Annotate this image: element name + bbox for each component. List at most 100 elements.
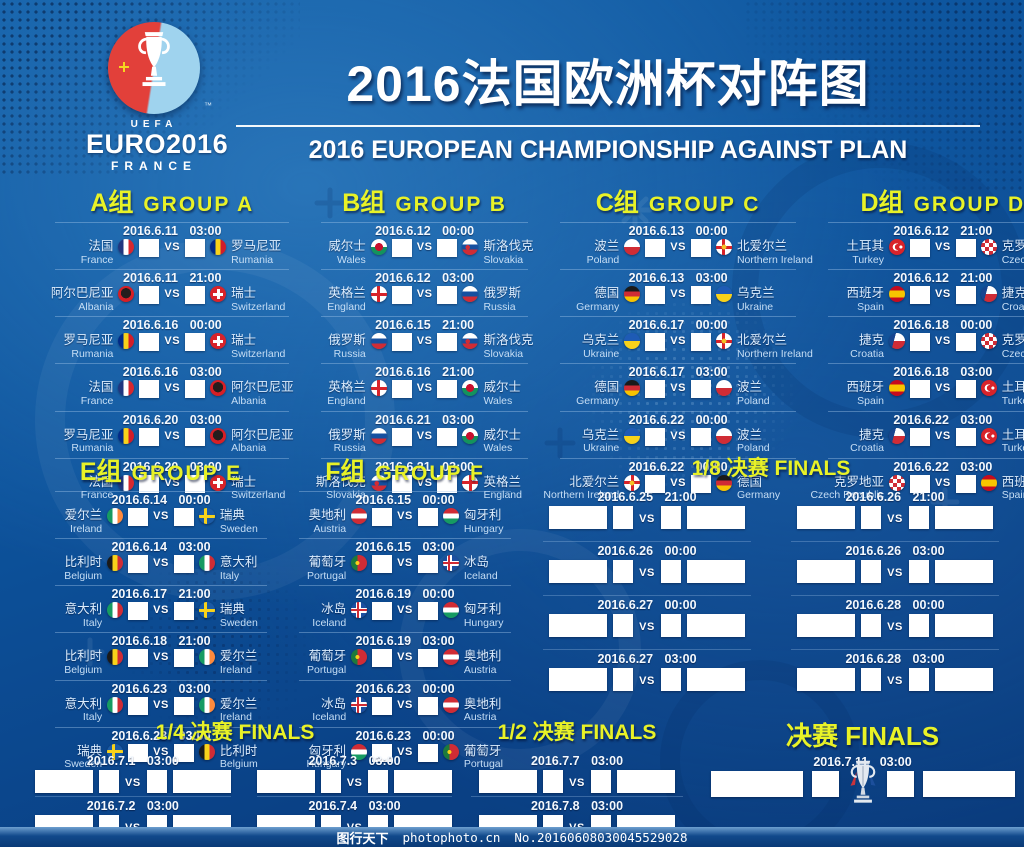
match-teams-row: 俄罗斯 Russia VS 威尔士 Wales	[321, 427, 527, 458]
match-teams-row: 匈牙利 Hungary VS 葡萄牙 Portugal	[299, 743, 511, 774]
home-score-box	[128, 743, 149, 762]
away-team: 阿尔巴尼亚 Albania	[231, 380, 294, 408]
away-score-box	[437, 380, 458, 399]
away-team-name-cn: 威尔士	[483, 427, 521, 442]
vs-label: VS	[670, 288, 686, 301]
group-header: F组 GROUP F	[299, 452, 511, 488]
flag-northern-ireland-icon	[624, 474, 641, 491]
away-team: 德国 Germany	[737, 475, 797, 502]
vs-label: VS	[935, 288, 951, 301]
match-date: 2016.6.12 03:00	[375, 271, 475, 286]
vs-label: VS	[164, 476, 181, 489]
home-team: 俄罗斯 Russia	[321, 428, 366, 455]
home-team-name-cn: 德国	[594, 380, 620, 395]
home-score-box	[128, 508, 149, 526]
home-score-box	[391, 239, 412, 257]
group-header: C组 GROUP C	[560, 183, 797, 219]
match-teams-row: 罗马尼亚 Rumania VS 阿尔巴尼亚 Albania	[55, 427, 294, 458]
group-match: 2016.6.23 03:00 意大利 Italy VS 爱尔兰 Ireland	[55, 679, 267, 727]
groups-row-top: A组 GROUP A 2016.6.11 03:00 法国 France VS 罗马尼亚 Ru…	[51, 183, 1024, 505]
logo-euro2016-text: EURO2016	[86, 129, 228, 159]
away-team-name-en: Wales	[483, 442, 513, 455]
flag-italy-icon	[107, 602, 124, 619]
home-team-name-cn: 法国	[88, 474, 114, 489]
knockout-match: 2016.6.27 03:00 VS	[543, 649, 751, 691]
home-team-name-cn: 德国	[594, 286, 620, 301]
away-team-name-en: Albania	[231, 395, 267, 408]
home-score-box	[372, 743, 393, 762]
match-date: 2016.7.1 03:00	[86, 754, 179, 768]
group-match: 2016.6.23 03:00 瑞典 Sweden VS 比利时 Belgium	[55, 726, 267, 774]
home-team-name-cn: 冰岛	[321, 696, 347, 711]
away-team-name-cn: 瑞典	[219, 508, 245, 522]
knockout-boxes-row: VS	[791, 614, 999, 637]
flag-hungary-icon	[442, 508, 459, 524]
flag-france-icon	[118, 239, 135, 255]
knockout-match: 2016.6.25 21:00 VS	[543, 488, 751, 529]
home-score-box	[128, 696, 149, 715]
home-team-name-cn: 捷克	[859, 333, 885, 348]
flag-germany-icon	[624, 380, 641, 397]
flag-italy-icon	[198, 555, 215, 572]
home-team-name-en: Belgium	[64, 569, 103, 582]
flag-turkey-icon	[980, 380, 997, 397]
home-score-box	[861, 506, 882, 529]
away-team-name-cn: 英格兰	[483, 474, 521, 489]
vs-label: VS	[935, 476, 951, 489]
match-teams-row: 罗马尼亚 Rumania VS 瑞士 Switzerland	[55, 332, 289, 363]
away-team-name-en: Wales	[483, 395, 513, 408]
knockout-boxes-row: VS	[791, 668, 999, 691]
away-team-name-en: Italy	[219, 569, 240, 582]
group-match: 2016.6.17 21:00 意大利 Italy VS 瑞典 Sweden	[55, 585, 267, 632]
home-score-box	[543, 770, 564, 793]
group-match: 2016.6.13 03:00 德国 Germany VS 乌克兰 Ukraine	[559, 269, 797, 316]
match-date: 2016.6.23 03:00	[111, 681, 211, 696]
group-match: 2016.6.12 00:00 威尔士 Wales VS 斯洛伐克 Slovakia	[321, 222, 533, 269]
flag-england-icon	[462, 474, 479, 491]
home-team-name-en: Turkey	[852, 253, 885, 266]
home-score-box	[861, 668, 882, 691]
match-date: 2016.6.16 00:00	[122, 318, 222, 333]
logo-france-text: FRANCE	[111, 159, 197, 174]
home-team: 威尔士 Wales	[321, 239, 366, 266]
away-team: 瑞士 Switzerland	[231, 475, 289, 502]
away-team: 葡萄牙 Portugal	[464, 744, 511, 771]
flag-sweden-icon	[107, 743, 124, 760]
away-team: 匈牙利 Hungary	[464, 508, 511, 535]
page-title-en: 2016 EUROPEAN CHAMPIONSHIP AGAINST PLAN	[308, 136, 908, 164]
away-team-name-en: Switzerland	[231, 348, 286, 360]
away-team-name-en: Turkey	[1001, 395, 1024, 408]
home-team-name-en: Russia	[333, 348, 366, 360]
home-score-box	[372, 602, 393, 621]
match-teams-row: 法国 France VS 瑞士 Switzerland	[55, 474, 289, 505]
away-team-name-cn: 乌克兰	[736, 286, 775, 301]
away-team-name-cn: 瑞士	[231, 474, 257, 489]
away-name-box	[686, 506, 745, 529]
final-home-name-box	[710, 771, 803, 797]
match-date: 2016.7.3 03:00	[308, 754, 401, 768]
away-score-box	[368, 770, 389, 793]
away-team: 威尔士 Wales	[483, 380, 527, 407]
match-teams-row: 意大利 Italy VS 爱尔兰 Ireland	[55, 696, 267, 727]
home-team-name-cn: 爱尔兰	[64, 508, 103, 522]
group-match: 2016.6.11 03:00 法国 France VS 罗马尼亚 Rumania	[55, 222, 290, 269]
vs-label: VS	[397, 604, 413, 617]
group-title-en: GROUP D	[913, 193, 1024, 216]
away-team: 瑞士 Switzerland	[231, 333, 289, 360]
away-team-name-en: England	[483, 489, 522, 502]
home-name-box	[797, 506, 856, 529]
group-match: 2016.6.16 21:00 英格兰 England VS 威尔士 Wales	[321, 363, 528, 410]
vs-label: VS	[153, 745, 169, 758]
home-team-name-cn: 匈牙利	[308, 743, 347, 758]
away-team: 波兰 Poland	[737, 380, 797, 407]
knockout-match: 2016.6.26 03:00 VS	[791, 541, 999, 583]
logo-euro-word: EURO	[86, 129, 167, 159]
match-teams-row: 英格兰 England VS 威尔士 Wales	[321, 379, 527, 410]
away-score-box	[955, 380, 976, 399]
flag-czech-icon	[980, 286, 997, 303]
match-teams-row: 比利时 Belgium VS 爱尔兰 Ireland	[55, 648, 267, 679]
